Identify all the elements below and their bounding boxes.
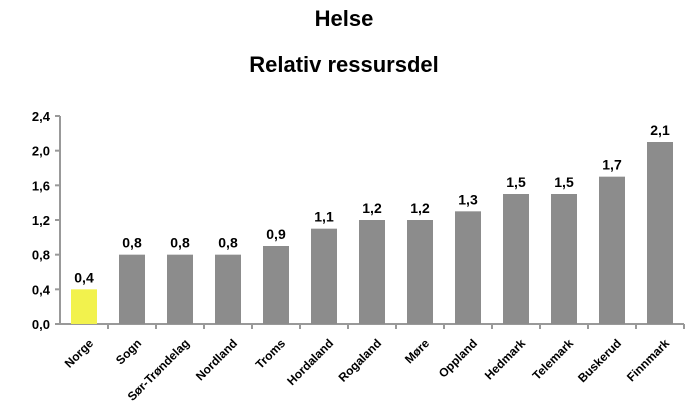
data-label: 0,8 xyxy=(170,235,190,251)
data-label: 1,2 xyxy=(362,200,382,216)
category-label: Oppland xyxy=(436,336,480,380)
bar xyxy=(167,254,193,324)
data-label: 2,1 xyxy=(650,122,670,138)
bar xyxy=(599,176,625,324)
data-label: 1,1 xyxy=(314,209,334,225)
bar xyxy=(71,289,97,324)
y-tick-label: 0,4 xyxy=(32,282,51,297)
bar xyxy=(215,254,241,324)
category-label: Hordaland xyxy=(284,336,336,388)
data-label: 1,5 xyxy=(554,174,574,190)
category-label: Telemark xyxy=(530,336,577,383)
bar xyxy=(119,254,145,324)
chart-title: Helse xyxy=(314,6,374,31)
data-label: 1,5 xyxy=(506,174,526,190)
y-tick-label: 1,6 xyxy=(32,178,50,193)
data-label: 1,3 xyxy=(458,191,478,207)
y-tick-label: 2,0 xyxy=(32,144,50,159)
bar xyxy=(407,220,433,324)
y-tick-label: 2,4 xyxy=(32,109,51,124)
category-label: Møre xyxy=(402,336,432,366)
y-tick-label: 1,2 xyxy=(32,213,50,228)
bar xyxy=(311,228,337,324)
data-label: 0,8 xyxy=(218,235,238,251)
category-label: Rogaland xyxy=(336,336,385,385)
bar xyxy=(503,194,529,324)
bar xyxy=(647,142,673,324)
bar xyxy=(551,194,577,324)
category-label: Sogn xyxy=(113,336,144,367)
category-label: Norge xyxy=(62,336,97,371)
category-label: Hedmark xyxy=(482,336,528,382)
data-label: 0,4 xyxy=(74,269,94,285)
data-label: 0,8 xyxy=(122,235,142,251)
y-tick-label: 0,0 xyxy=(32,317,50,332)
category-label: Finnmark xyxy=(624,336,672,384)
chart-subtitle: Relativ ressursdel xyxy=(249,52,439,77)
data-label: 1,2 xyxy=(410,200,430,216)
data-label: 1,7 xyxy=(602,157,622,173)
category-label: Troms xyxy=(253,336,289,372)
category-label: Nordland xyxy=(193,336,240,383)
bar xyxy=(455,211,481,324)
category-label: Buskerud xyxy=(575,336,624,385)
bar xyxy=(263,246,289,324)
data-label: 0,9 xyxy=(266,226,286,242)
bar xyxy=(359,220,385,324)
y-tick-label: 0,8 xyxy=(32,248,50,263)
